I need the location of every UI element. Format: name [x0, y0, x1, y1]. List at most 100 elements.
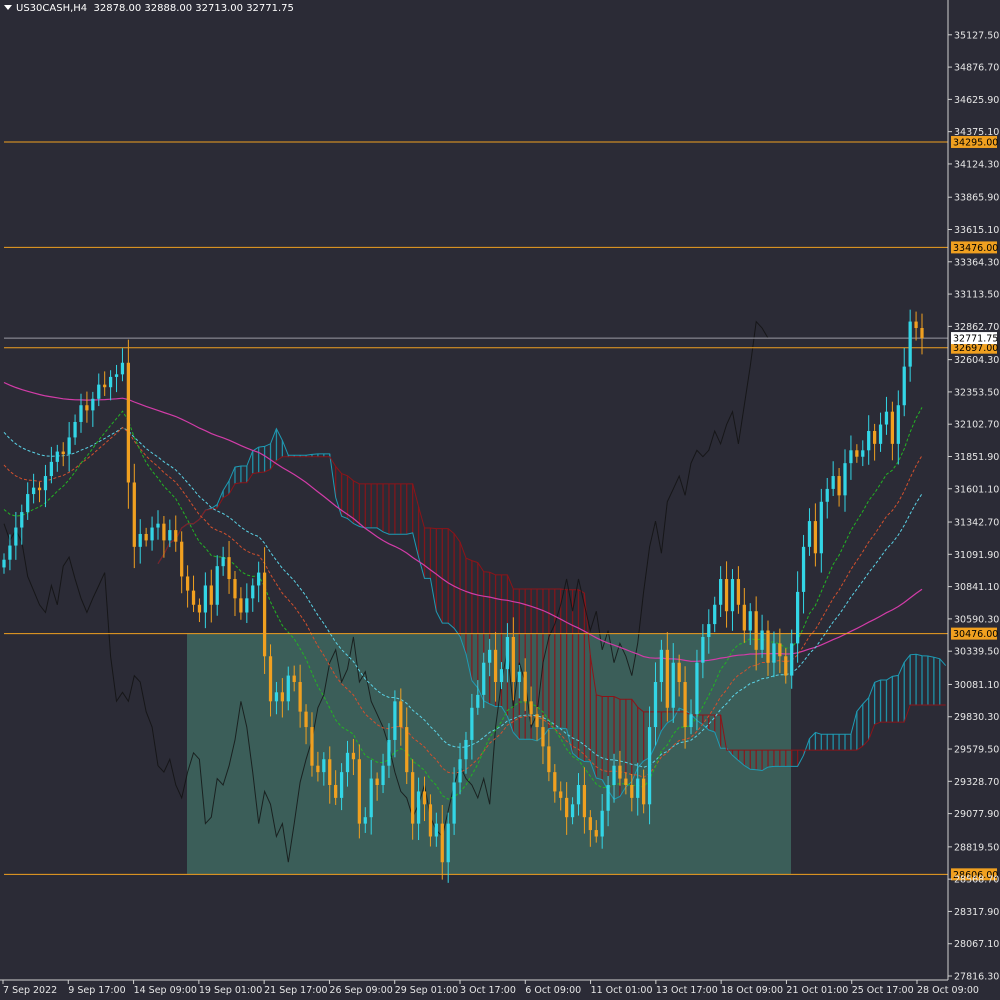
candle-body — [683, 682, 687, 728]
candle-body — [713, 604, 717, 625]
candle-body — [908, 321, 912, 367]
level-price-tag — [951, 341, 997, 354]
candle-body — [576, 785, 581, 805]
range-zone — [187, 633, 791, 875]
level-price-tag — [951, 627, 997, 640]
candle-body — [144, 533, 148, 541]
price-tick-label: 27816.30 — [954, 972, 999, 983]
candle-body — [262, 572, 267, 657]
candle-body — [345, 752, 350, 773]
candle-body — [20, 512, 24, 528]
time-tick-label: 9 Sep 17:00 — [68, 985, 125, 996]
level-price-label: 30476.00 — [953, 629, 998, 640]
candle-body — [778, 643, 782, 657]
candle-body — [849, 450, 853, 464]
candle-body — [754, 611, 758, 650]
candle-body — [138, 533, 142, 547]
time-tick-label: 21 Sep 17:00 — [264, 985, 327, 996]
candle-body — [215, 566, 219, 605]
time-tick-label: 11 Oct 01:00 — [591, 985, 653, 996]
candle-body — [91, 398, 95, 411]
candle-body — [458, 759, 462, 783]
candle-body — [446, 823, 450, 863]
candle-body — [570, 804, 575, 818]
candle-body — [97, 384, 101, 399]
candle-body — [588, 817, 592, 831]
time-tick-label: 25 Oct 17:00 — [852, 985, 914, 996]
candle-body — [647, 727, 652, 805]
price-tick-label: 35127.50 — [954, 30, 999, 41]
candle-body — [221, 557, 225, 567]
candle-body — [393, 701, 397, 740]
candle-body — [191, 590, 196, 605]
candle-body — [742, 604, 746, 631]
price-tick-label: 34876.70 — [954, 63, 999, 74]
candle-body — [49, 461, 54, 477]
price-tick-label: 30841.10 — [954, 582, 999, 593]
candle-body — [642, 778, 646, 805]
candle-body — [452, 782, 456, 824]
time-tick-label: 28 Oct 09:00 — [917, 985, 979, 996]
candle-body — [8, 545, 12, 560]
candles — [2, 309, 924, 883]
price-tick-label: 32102.70 — [954, 420, 999, 431]
candle-body — [701, 636, 705, 663]
candle-body — [292, 675, 296, 683]
candle-body — [411, 772, 415, 824]
price-tick-label: 33615.10 — [954, 225, 999, 236]
candle-body — [120, 362, 125, 375]
candle-body — [132, 482, 136, 547]
time-tick-label: 6 Oct 09:00 — [525, 985, 581, 996]
candle-body — [280, 692, 284, 702]
current-price-tag — [951, 332, 997, 345]
candle-body — [363, 817, 367, 824]
dropdown-triangle-icon[interactable] — [4, 5, 12, 10]
price-tick-label: 29077.90 — [954, 809, 999, 820]
level-price-label: 28606.00 — [953, 870, 998, 881]
cyan-ma-line — [3, 427, 923, 768]
time-tick-label: 18 Oct 09:00 — [721, 985, 783, 996]
time-tick-label: 3 Oct 17:00 — [460, 985, 516, 996]
candle-body — [618, 765, 622, 779]
candle-body — [535, 714, 539, 728]
candle-body — [209, 585, 213, 605]
candle-body — [920, 327, 924, 339]
candle-body — [517, 671, 521, 683]
candle-body — [233, 579, 237, 599]
candle-body — [890, 411, 895, 444]
price-tick-label: 28568.70 — [954, 875, 999, 886]
candle-body — [405, 727, 409, 773]
candle-body — [334, 785, 338, 798]
price-tick-label: 31601.10 — [954, 484, 999, 495]
price-tick-label: 33364.30 — [954, 257, 999, 268]
candle-body — [174, 530, 178, 542]
candle-body — [582, 785, 587, 818]
candle-body — [695, 662, 699, 715]
candle-body — [807, 521, 812, 547]
candle-body — [813, 521, 818, 554]
price-tick-label: 29328.70 — [954, 777, 999, 788]
candle-body — [399, 701, 403, 728]
price-tick-label: 34375.10 — [954, 127, 999, 138]
range-zone-box — [187, 633, 791, 875]
candle-body — [837, 476, 841, 496]
candle-body — [624, 778, 628, 786]
level-price-tag — [951, 135, 997, 148]
time-tick-label: 19 Sep 01:00 — [199, 985, 262, 996]
candle-body — [251, 585, 255, 599]
candle-body — [523, 671, 527, 702]
candle-body — [736, 579, 741, 605]
candle-body — [126, 362, 131, 483]
time-tick-label: 14 Sep 09:00 — [134, 985, 197, 996]
chart-header[interactable]: US30CASH,H4 32878.00 32888.00 32713.00 3… — [4, 3, 294, 14]
candle-body — [748, 611, 752, 631]
candle-body — [707, 624, 711, 637]
horizontal-levels[interactable]: 34295.00 33476.00 32697.00 30476.00 28606.00… — [4, 135, 998, 881]
time-tick-label: 29 Sep 01:00 — [395, 985, 458, 996]
candle-body — [914, 321, 918, 328]
candle-body — [67, 437, 71, 455]
candle-body — [606, 785, 610, 811]
candle-body — [790, 643, 794, 676]
candle-body — [387, 739, 391, 766]
